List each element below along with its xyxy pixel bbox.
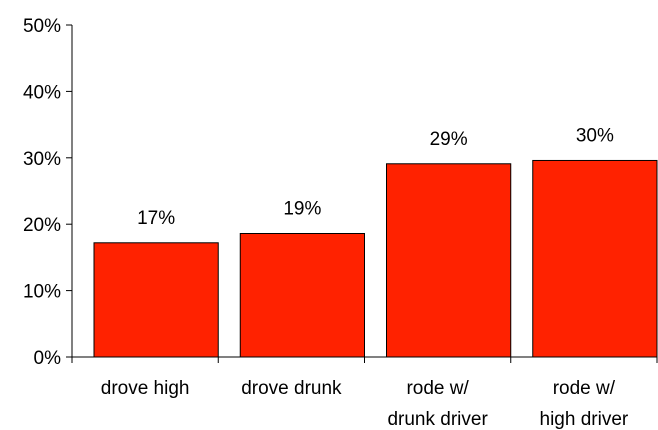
data-label: 30%: [576, 125, 614, 146]
category-label: drove high: [101, 378, 190, 399]
y-tick-label: 30%: [23, 149, 61, 170]
data-label: 19%: [283, 198, 321, 219]
data-label: 17%: [137, 208, 175, 229]
bar: [93, 242, 219, 358]
y-tick-label: 10%: [23, 282, 61, 303]
labels: 17% drove high 19% drove drunk 29% rode w/dru…: [101, 125, 629, 430]
category-label: drunk driver: [387, 409, 488, 430]
y-tick-label: 50%: [23, 16, 61, 37]
category-label: rode w/: [406, 378, 469, 399]
y-tick-label: 0%: [34, 348, 62, 369]
bar: [532, 159, 658, 358]
bars: [93, 159, 658, 358]
bar: [386, 163, 512, 358]
data-label: 29%: [430, 129, 468, 150]
category-label: drove drunk: [241, 378, 342, 399]
category-label: rode w/: [553, 378, 616, 399]
bar: [239, 232, 365, 358]
category-label: high driver: [540, 409, 629, 430]
y-tick-label: 40%: [23, 82, 61, 103]
y-tick-label: 20%: [23, 215, 61, 236]
